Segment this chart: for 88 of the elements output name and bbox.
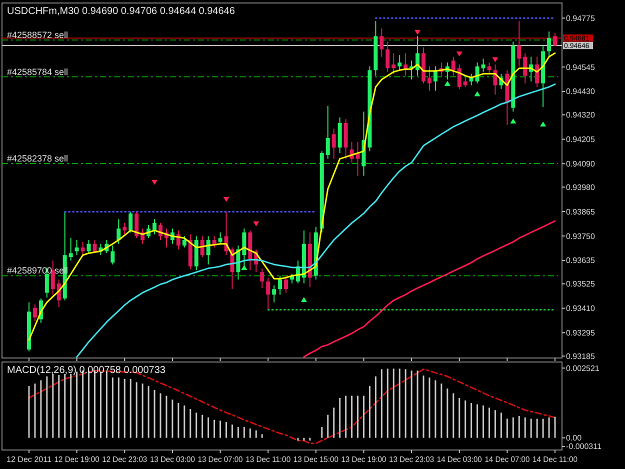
y-tick-label: 0.002521: [566, 364, 600, 373]
point: [152, 180, 158, 185]
point: [414, 30, 421, 35]
y-tick-label: 0.94320: [566, 110, 596, 120]
candlestick: [116, 218, 121, 244]
ref-line-label: #42588572 sell: [7, 30, 68, 40]
candlestick: [535, 56, 540, 88]
x-tick-label: 14 Dec 03:00: [436, 455, 484, 464]
candlestick: [266, 277, 270, 310]
candlestick: [517, 20, 522, 67]
x-tick-label: 12 Dec 19:00: [54, 455, 102, 464]
candlestick: [152, 218, 157, 235]
x-tick-label: 14 Dec 11:00: [532, 455, 580, 464]
candlestick: [481, 58, 486, 72]
point: [456, 52, 462, 57]
x-tick-label: 13 Dec 11:00: [246, 455, 293, 464]
candlestick: [487, 62, 492, 74]
y-tick-label: 0.94545: [566, 62, 596, 72]
candlestick: [110, 245, 115, 265]
candlestick: [523, 52, 528, 84]
y-tick-label: 0.93525: [566, 280, 596, 289]
candlestick: [427, 66, 432, 92]
candlestick: [68, 238, 73, 262]
candlestick: [218, 232, 222, 244]
x-tick-label: 14 Dec 07:00: [484, 455, 532, 464]
x-tick-label: 13 Dec 07:00: [198, 455, 246, 464]
candlestick: [547, 30, 552, 58]
candlestick: [553, 32, 558, 46]
candlestick: [278, 275, 282, 296]
candlestick: [392, 52, 396, 74]
candlestick: [398, 54, 402, 71]
candlestick: [122, 222, 127, 235]
candlestick: [86, 240, 91, 254]
candlestick: [457, 64, 462, 90]
candlestick: [128, 211, 133, 233]
candlestick: [134, 211, 139, 239]
candlestick: [332, 128, 336, 160]
candlestick: [80, 241, 85, 256]
candlestick: [272, 284, 276, 303]
y-tick-label: 0.93295: [566, 328, 596, 338]
candlestick: [74, 240, 79, 256]
chart-title: USDCHFm,M30 0.94690 0.94706 0.94644 0.94646: [7, 6, 236, 17]
point: [444, 80, 450, 86]
x-tick-label: 12 Dec 2011: [6, 455, 52, 464]
x-tick-label: 13 Dec 23:03: [389, 455, 437, 464]
point: [241, 264, 248, 270]
candlestick: [284, 275, 288, 294]
y-tick-label: 0.93750: [566, 232, 596, 241]
y-tick-label: 0.93865: [566, 207, 596, 216]
point: [223, 196, 230, 202]
candlestick: [260, 268, 264, 289]
ref-line-label: #42585784 sell: [7, 66, 68, 77]
candlestick: [32, 304, 37, 322]
y-tick-label: 0.93410: [566, 304, 596, 314]
y-tick-label: 0.93635: [566, 256, 596, 266]
candlestick: [493, 64, 498, 96]
candlestick: [200, 236, 204, 258]
candlestick: [356, 141, 360, 176]
point: [253, 221, 260, 226]
y-tick-label: 0.94430: [566, 87, 596, 96]
x-tick-label: 13 Dec 03:00: [150, 455, 198, 464]
candlestick: [212, 236, 216, 248]
candlestick: [182, 236, 186, 248]
y-tick-label: 0.94090: [566, 160, 596, 169]
candlestick: [380, 28, 384, 58]
y-tick-label: 0.93185: [566, 352, 596, 361]
y-tick-label: -0.000311: [566, 442, 602, 452]
point: [300, 297, 307, 302]
line-series: [76, 83, 556, 358]
candlestick: [451, 56, 456, 76]
y-tick-label: 0.00: [566, 434, 582, 443]
candlestick: [326, 105, 330, 160]
x-tick-label: 12 Dec 23:03: [102, 455, 150, 464]
x-tick-label: 13 Dec 19:00: [341, 455, 389, 464]
ref-line-label: #42582378 sell: [7, 153, 68, 164]
y-tick-label: 0.94205: [566, 135, 596, 144]
point: [510, 118, 516, 124]
x-tick-label: 13 Dec 15:00: [293, 455, 342, 464]
point: [474, 91, 480, 96]
point: [492, 57, 498, 62]
y-tick-label: 0.93980: [566, 182, 596, 192]
candlestick: [206, 236, 210, 265]
candlestick: [50, 260, 55, 296]
y-tick-label: 0.94775: [566, 14, 596, 23]
point: [540, 121, 546, 126]
line-series: [303, 220, 556, 358]
candlestick: [463, 75, 468, 88]
candlestick: [386, 41, 390, 72]
